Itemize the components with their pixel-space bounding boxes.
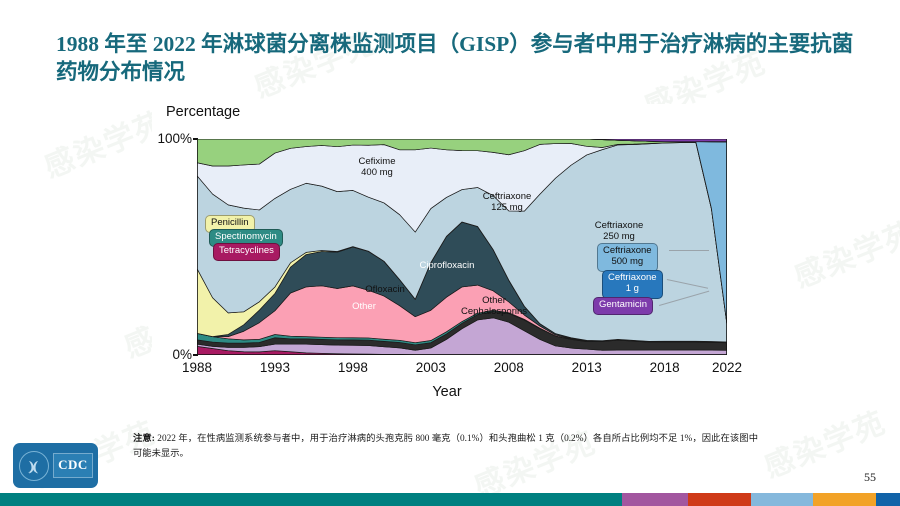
footnote: 注意: 2022 年，在性病监测系统参与者中，用于治疗淋病的头孢克肟 800 毫… xyxy=(133,432,758,463)
y-tick-label-0: 0% xyxy=(172,347,192,362)
hhs-seal-icon xyxy=(19,450,50,481)
legend-pill-gentamicin: Gentamicin xyxy=(593,297,654,315)
stacked-area-svg xyxy=(197,139,727,355)
footnote-label: 注意: xyxy=(133,434,155,444)
bottom-color-bar xyxy=(0,493,900,506)
x-tick-label: 2022 xyxy=(711,360,743,375)
watermark-text: 感染学苑 xyxy=(789,215,900,296)
area-band-cefixime-400-mg xyxy=(197,139,727,325)
x-tick-label: 1998 xyxy=(337,360,368,375)
bottom-bar-segment-light-blue xyxy=(751,493,813,506)
legend-pill-ceftriaxone-1-g: Ceftriaxone 1 g xyxy=(602,270,663,299)
bottom-bar-segment-blue xyxy=(876,493,900,506)
x-tick-label: 2008 xyxy=(493,360,524,375)
bottom-bar-segment-purple xyxy=(622,493,688,506)
x-axis-title: Year xyxy=(432,384,462,400)
area-band-gentamicin xyxy=(197,139,727,143)
bottom-bar-segment-teal xyxy=(0,493,622,506)
leader-line xyxy=(669,250,709,251)
y-axis-title: Percentage xyxy=(166,104,241,120)
cdc-wordmark: CDC xyxy=(53,453,93,478)
x-tick-label: 1988 xyxy=(181,360,213,375)
bottom-bar-segment-red xyxy=(688,493,751,506)
plot-area: Cefixime 400 mg Ceftriaxone 125 mg Ceftria… xyxy=(197,139,727,355)
legend-pill-tetracyclines: Tetracyclines xyxy=(213,243,280,261)
x-tick-label: 1993 xyxy=(259,360,290,375)
page-title: 1988 年至 2022 年淋球菌分离株监测项目（GISP）参与者中用于治疗淋病… xyxy=(56,32,854,85)
chart-container: Percentage 100% 0% Cefixime 400 mg Ceftri… xyxy=(152,104,742,414)
footnote-text: 2022 年，在性病监测系统参与者中，用于治疗淋病的头孢克肟 800 毫克（0.… xyxy=(133,434,758,460)
y-tick-mark-top xyxy=(193,138,198,140)
x-tick-label: 2018 xyxy=(649,360,680,375)
x-axis-tick-labels: 1988 1993 1998 2003 2008 2013 2018 2022 xyxy=(182,360,742,380)
x-tick-label: 2013 xyxy=(571,360,602,375)
cdc-logo: CDC xyxy=(13,443,98,488)
legend-pill-ceftriaxone-500-mg: Ceftriaxone 500 mg xyxy=(597,243,658,272)
y-tick-mark-bottom xyxy=(193,354,198,356)
y-tick-label-100: 100% xyxy=(157,131,192,146)
page-number: 55 xyxy=(864,470,876,484)
x-tick-label: 2003 xyxy=(415,360,446,375)
bottom-bar-segment-orange xyxy=(813,493,876,506)
